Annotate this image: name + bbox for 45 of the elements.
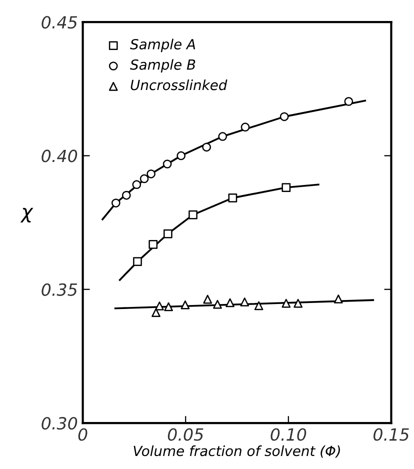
point	[180, 300, 190, 310]
y-tick-label: 0.30	[42, 417, 78, 430]
point	[133, 257, 142, 266]
line-series	[102, 100, 366, 220]
point	[254, 301, 264, 310]
point	[122, 190, 131, 200]
point	[148, 240, 158, 249]
point	[146, 169, 156, 178]
point	[344, 97, 354, 106]
legend-label: Sample B	[130, 59, 196, 73]
point	[155, 302, 164, 310]
y-tick-label: 0.45	[42, 16, 78, 29]
point	[282, 183, 291, 192]
point	[203, 294, 212, 304]
point	[240, 298, 250, 306]
point	[228, 194, 238, 202]
point	[176, 151, 186, 160]
point	[240, 122, 250, 132]
point	[202, 142, 212, 152]
y-axis-title: χ	[20, 208, 34, 223]
point	[334, 294, 343, 304]
line-series	[118, 183, 320, 281]
point	[282, 298, 291, 308]
legend-label: Sample A	[130, 38, 196, 52]
y-tick-label: 0.40	[42, 150, 78, 162]
x-tick-label: 0.15	[374, 428, 409, 441]
y-tick-label: 0.35	[42, 283, 78, 296]
point	[162, 160, 172, 168]
point	[226, 298, 234, 308]
point	[164, 229, 172, 238]
x-tick-label: 0.05	[168, 428, 204, 441]
point	[132, 180, 142, 190]
point	[218, 132, 228, 141]
legend-label: Uncrosslinked	[130, 79, 228, 90]
x-tick-label: 0.10	[270, 428, 306, 441]
point	[294, 298, 303, 308]
point	[140, 174, 149, 184]
point	[111, 198, 120, 208]
point	[188, 210, 198, 220]
point	[280, 112, 289, 122]
point	[213, 300, 222, 309]
x-axis-title: Volume fraction of solvent (Φ)	[134, 445, 340, 458]
point	[164, 302, 173, 312]
x-tick-label: 0	[78, 428, 88, 441]
point	[152, 308, 160, 318]
